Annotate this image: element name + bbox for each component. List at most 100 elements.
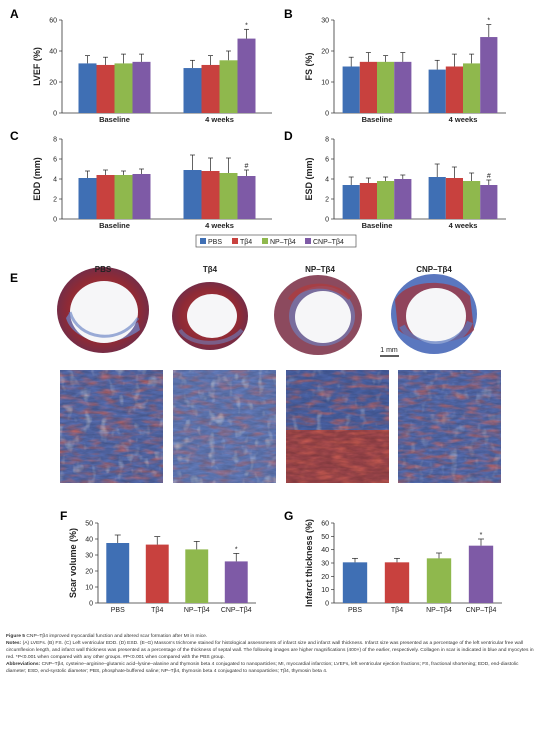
caption-title: CNP–Tβ4 improved myocardial function and… — [25, 634, 208, 639]
y-tick-label: 40 — [49, 49, 57, 56]
bar — [78, 178, 97, 219]
y-axis-label: LVEF (%) — [32, 47, 42, 86]
bar — [377, 181, 395, 219]
y-tick-label: 20 — [321, 49, 329, 56]
significance-marker: # — [487, 173, 491, 180]
significance-marker: * — [235, 546, 238, 553]
tissue-magnified-tb4 — [173, 370, 276, 483]
x-tick-label: Baseline — [99, 115, 130, 124]
y-tick-label: 2 — [53, 197, 57, 204]
x-tick-label: Baseline — [362, 221, 393, 230]
bar — [463, 181, 481, 219]
bar — [394, 179, 412, 219]
x-tick-label: Tβ4 — [391, 607, 403, 614]
y-tick-label: 6 — [53, 157, 57, 164]
bar — [426, 558, 452, 603]
x-tick-label: NP–Tβ4 — [426, 607, 452, 614]
y-tick-label: 20 — [321, 574, 329, 581]
bar — [132, 174, 151, 219]
bar — [237, 38, 256, 113]
x-tick-label: CNP–Tβ4 — [221, 607, 252, 614]
bar — [114, 63, 133, 113]
panel-label-f: F — [60, 509, 67, 523]
bar — [342, 562, 368, 603]
y-tick-label: 10 — [321, 587, 329, 594]
scale-bar-label: 1 mm — [380, 347, 398, 354]
y-tick-label: 10 — [321, 80, 329, 87]
bar — [106, 543, 130, 603]
chart-d: 0 2 4 6 8 ESD (mm) Baseline 4 weeks # — [304, 137, 506, 230]
caption-notes: (A) LVEFs. (B) FS. (C) Left ventricular … — [6, 640, 534, 660]
legend-label: CNP–Tβ4 — [313, 239, 344, 246]
significance-marker: # — [245, 163, 249, 170]
bar — [237, 176, 256, 219]
y-tick-label: 4 — [53, 177, 57, 184]
legend-swatch — [262, 238, 268, 244]
bar — [96, 175, 115, 219]
heart-section-pbs — [57, 267, 149, 353]
bar — [78, 63, 97, 113]
histology-panel: PBS Tβ4 NP–Tβ4 CNP–Tβ4 1 mm — [57, 265, 501, 483]
y-axis-label: Scar volume (%) — [68, 528, 78, 598]
y-tick-label: 50 — [321, 534, 329, 541]
y-tick-label: 6 — [325, 157, 329, 164]
histology-label: Tβ4 — [203, 265, 218, 274]
tissue-magnified-pbs — [60, 370, 163, 483]
x-tick-label: 4 weeks — [449, 115, 478, 124]
y-axis-label: EDD (mm) — [32, 157, 42, 201]
y-axis-label: Infarct thickness (%) — [304, 519, 314, 607]
y-tick-label: 8 — [325, 137, 329, 144]
x-tick-label: PBS — [348, 607, 362, 614]
caption-abbreviations: CNP–Tβ4, cysteine–arginine–glutamic acid… — [6, 661, 519, 674]
bar — [377, 61, 395, 113]
x-tick-label: Baseline — [99, 221, 130, 230]
x-tick-label: Tβ4 — [151, 607, 163, 614]
x-tick-label: PBS — [111, 607, 125, 614]
charts-layer: 0 20 40 60 LVEF (%) Baseline 4 weeks * 0 10 20 30 FS… — [32, 18, 506, 614]
bar — [463, 63, 481, 113]
chart-g: 0 10 20 30 40 50 60 Infarct thickness (%) PBS Tβ4… — [304, 519, 502, 614]
x-tick-label: 4 weeks — [205, 115, 234, 124]
legend-swatch — [305, 238, 311, 244]
caption-notes-lead: Notes: — [6, 640, 22, 646]
bar — [145, 544, 169, 603]
significance-marker: * — [480, 532, 483, 539]
significance-marker: * — [245, 22, 248, 29]
bar — [183, 68, 202, 113]
x-tick-label: Baseline — [362, 115, 393, 124]
legend-label: Tβ4 — [240, 239, 252, 246]
chart-b: 0 10 20 30 FS (%) Baseline 4 weeks * — [304, 18, 506, 124]
legend-label: NP–Tβ4 — [270, 239, 296, 246]
caption-title-lead: Figure 5 — [6, 634, 26, 639]
y-tick-label: 0 — [89, 601, 93, 608]
y-tick-label: 20 — [49, 80, 57, 87]
y-tick-label: 50 — [85, 521, 93, 528]
x-tick-label: 4 weeks — [205, 221, 234, 230]
y-tick-label: 40 — [85, 537, 93, 544]
tissue-magnified-np — [286, 370, 389, 483]
y-tick-label: 30 — [85, 553, 93, 560]
bar — [468, 545, 494, 603]
bar — [342, 66, 360, 113]
chart-f: 0 10 20 30 40 50 Scar volume (%) PBS Tβ4 NP–Tβ4 CN… — [68, 521, 256, 614]
bar — [428, 69, 446, 113]
chart-a: 0 20 40 60 LVEF (%) Baseline 4 weeks * — [32, 18, 272, 124]
y-tick-label: 30 — [321, 18, 329, 25]
bar — [114, 175, 133, 219]
y-tick-label: 60 — [321, 521, 329, 528]
heart-section-tb4 — [172, 282, 248, 350]
bar — [183, 170, 202, 219]
tissue-magnified-cnp — [398, 370, 501, 483]
panel-label-c: C — [10, 129, 19, 143]
figure-caption: Figure 5 CNP–Tβ4 improved myocardial fun… — [6, 634, 536, 675]
histology-label: CNP–Tβ4 — [416, 265, 452, 274]
y-tick-label: 10 — [85, 585, 93, 592]
y-tick-label: 30 — [321, 561, 329, 568]
legend-label: PBS — [208, 239, 222, 246]
chart-c: 0 2 4 6 8 EDD (mm) Baseline 4 weeks # — [32, 137, 272, 230]
y-tick-label: 40 — [321, 547, 329, 554]
legend: PBS Tβ4 NP–Tβ4 CNP–Tβ4 — [195, 234, 357, 248]
histology-label: PBS — [95, 265, 112, 274]
y-tick-label: 0 — [53, 111, 57, 118]
